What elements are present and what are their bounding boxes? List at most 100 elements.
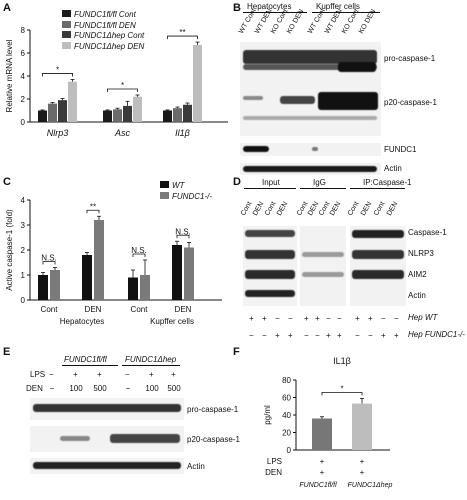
significance-bracket-label: * [340,384,343,393]
panel-e-den-label: DEN [26,384,43,393]
legend-item: FUNDC1Δhep DEN [62,41,144,53]
treatment-sign: − [275,314,280,323]
panel-d-blot-input [243,226,297,306]
panel-b-blot-caspase [240,42,381,136]
treatment-sign: − [249,331,254,340]
panel-label-f: F [233,346,240,358]
panel-e-group-dhep: FUNDC1Δhep [125,355,177,364]
panel-b-blot-actin [240,163,381,175]
panel-c-chart: 0 1 2 3 4 Active caspase-1 (fold) Cont N.S. DEN *… [5,196,222,326]
x-group-label: Hepatocytes [60,317,104,326]
x-category-label: Il1β [175,128,190,138]
bar [163,110,172,122]
treatment-sign: + [394,331,399,340]
bar [173,108,182,122]
panel-b-label-fundc1: FUNDC1 [384,145,417,154]
x-category-label: Nlrp3 [47,128,69,138]
bar [38,275,48,300]
bar [94,220,104,300]
bar [133,96,142,122]
treatment-sign: + [262,314,267,323]
significance-bracket-label: ** [90,202,96,211]
x-group-label: FUNDC1Δhep [348,482,393,489]
bar [50,270,60,300]
lane-label: DEN [275,200,290,217]
lps-sign: − [125,370,130,379]
panel-b-label-p20: p20-caspase-1 [384,98,437,107]
significance-bracket-label: ** [179,28,185,37]
panel-e-group-flfl: FUNDC1fl/fl [64,355,107,364]
legend-item: WT [160,181,212,192]
panel-d-group-input: Input [262,178,280,187]
significance-bracket [107,88,138,92]
bar [128,277,138,300]
lane-label: DEN [251,200,266,217]
bar [103,110,112,122]
treatment-sign: − [394,314,399,323]
legend-item: FUNDC1fl/fl Cont [62,10,144,21]
x-category-label: DEN [175,305,192,314]
bar [38,110,47,122]
significance-bracket [42,261,56,265]
lps-sign: + [73,370,78,379]
treatment-sign: + [381,331,386,340]
panel-d-group-ip: IP:Caspase-1 [363,178,412,187]
panel-e-lps-label: LPS [30,370,46,379]
panel-d-label-actin: Actin [408,291,426,300]
y-tick-label: 0 [21,296,26,305]
y-axis-label: Relative mRNA level [5,39,14,112]
bar [68,81,77,122]
lps-sign: + [320,457,325,466]
treatment-sign: + [249,314,254,323]
y-tick-label: 3 [21,221,26,230]
panel-b-label-actin: Actin [384,164,402,173]
bar [172,245,182,300]
y-tick-label: 4 [21,72,26,81]
bar [123,105,132,122]
treatment-sign: + [368,314,373,323]
panel-e-blot-procasp [30,398,184,420]
bar [48,103,57,122]
treatment-sign: − [304,331,309,340]
den-dose: 500 [167,384,181,393]
treatment-sign: + [355,314,360,323]
panel-b-group-kupffer: Kupffer cells [316,2,360,11]
treatment-sign: + [315,314,320,323]
treatment-sign: − [262,331,267,340]
den-dose: − [49,384,55,393]
treatment-sign: − [326,314,331,323]
treatment-sign: − [288,314,293,323]
lps-sign: + [360,457,365,466]
significance-bracket [132,253,146,257]
lane-label: Cont [263,200,278,217]
bar [312,418,332,450]
treatment-sign: − [368,331,373,340]
lps-sign: − [49,370,54,379]
bar [184,247,194,300]
x-category-label: DEN [85,305,102,314]
treatment-sign: − [355,331,360,340]
panel-label-b: B [233,2,241,14]
lane-label: Cont [295,200,310,217]
panel-label-e: E [3,346,11,358]
panel-b-group-hepatocytes: Hepatocytes [247,2,292,11]
treatment-sign: + [337,331,342,340]
bar [183,104,192,122]
den-sign: + [360,468,365,477]
bar [352,403,372,450]
panel-b-blot-fundc1 [240,143,381,156]
x-group-label: FUNDC1fl/fl [299,482,337,489]
lps-sign: + [171,370,176,379]
treatment-sign: + [326,331,331,340]
panel-f-chart: IL1β 0 20 40 60 80 pg/ml * LPS DEN + + + + FUNDC1fl/fl… [263,356,393,489]
x-category-label: Cont [131,305,149,314]
y-tick-label: 80 [282,376,291,385]
panel-d-label-nlrp3: NLRP3 [408,249,434,258]
panel-d-row-hepwt: Hep WT [408,313,438,322]
y-tick-label: 0 [287,446,292,455]
treatment-sign: + [288,331,293,340]
significance-bracket-label: N.S. [175,227,191,236]
x-category-label: Cont [41,305,59,314]
y-tick-label: 2 [21,95,26,104]
panel-d-label-aim2: AIM2 [408,270,427,279]
